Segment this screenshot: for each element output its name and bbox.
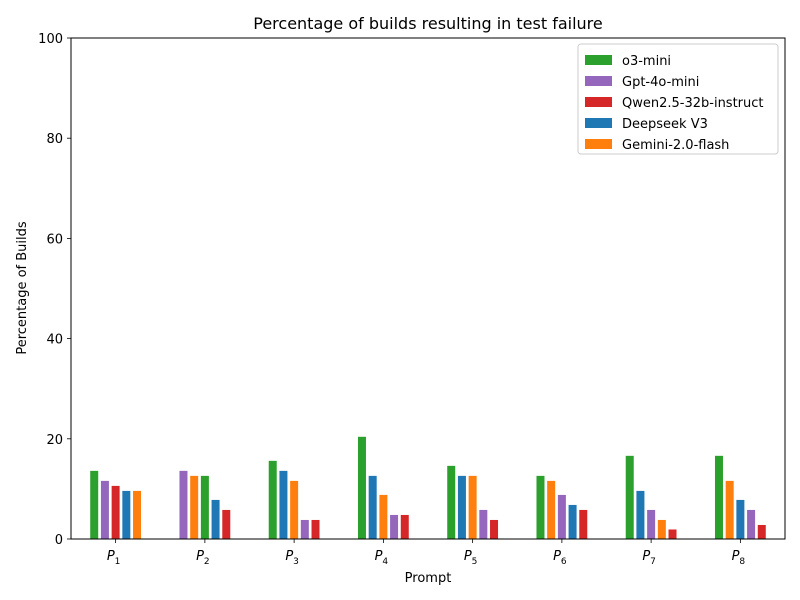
x-tick-label: P6 bbox=[553, 549, 567, 567]
bar bbox=[221, 508, 232, 540]
bar bbox=[735, 498, 746, 540]
bar bbox=[89, 469, 100, 540]
bar bbox=[624, 454, 635, 540]
legend-label: Gemini-2.0-flash bbox=[622, 138, 729, 153]
bar bbox=[267, 459, 278, 540]
bar bbox=[446, 464, 457, 540]
x-tick-label: P2 bbox=[196, 549, 210, 567]
legend-swatch bbox=[585, 55, 612, 65]
legend-label: o3-mini bbox=[622, 54, 671, 69]
legend-box bbox=[577, 43, 779, 155]
bar bbox=[278, 469, 289, 540]
bar bbox=[567, 503, 578, 540]
bar bbox=[546, 479, 557, 540]
x-tick-label: P3 bbox=[285, 549, 299, 567]
y-tick-label: 0 bbox=[55, 533, 63, 548]
bar bbox=[456, 474, 467, 540]
x-tick-label: P8 bbox=[732, 549, 746, 567]
bar bbox=[199, 474, 210, 540]
x-tick-label: P7 bbox=[642, 549, 656, 567]
bar bbox=[189, 474, 200, 540]
axes-layer: P1 P2 P3 P4 P5 P6 P7 P8 0 20 40 60 80 100 bbox=[38, 32, 786, 567]
bar bbox=[178, 469, 189, 540]
bar bbox=[121, 489, 132, 540]
y-tick-label: 80 bbox=[46, 132, 63, 147]
x-axis-label: Prompt bbox=[405, 571, 452, 586]
x-tick-label: P5 bbox=[464, 549, 478, 567]
legend-label: Gpt-4o-mini bbox=[622, 75, 699, 90]
bar bbox=[535, 474, 546, 540]
chart-title: Percentage of builds resulting in test f… bbox=[253, 14, 602, 33]
bar bbox=[635, 489, 646, 540]
bar bbox=[756, 523, 767, 540]
legend: o3-mini Gpt-4o-mini Qwen2.5-32b-instruct De… bbox=[577, 43, 779, 155]
x-tick-label: P1 bbox=[107, 549, 121, 567]
y-axis-label: Percentage of Builds bbox=[15, 221, 30, 355]
legend-label: Qwen2.5-32b-instruct bbox=[622, 96, 764, 111]
legend-swatch bbox=[585, 76, 612, 86]
bar bbox=[132, 489, 143, 540]
bar bbox=[378, 493, 389, 540]
bar bbox=[110, 484, 121, 540]
plot-frame bbox=[70, 37, 786, 540]
bar bbox=[367, 474, 378, 540]
y-tick-label: 40 bbox=[46, 333, 63, 348]
y-tick-label: 20 bbox=[46, 433, 63, 448]
bar bbox=[724, 479, 735, 540]
legend-swatch bbox=[585, 118, 612, 128]
legend-swatch bbox=[585, 139, 612, 149]
bar bbox=[489, 518, 500, 540]
y-tick-label: 60 bbox=[46, 232, 63, 247]
bar bbox=[399, 513, 410, 540]
bar bbox=[310, 518, 321, 540]
bar bbox=[746, 508, 757, 540]
bar bbox=[667, 528, 678, 540]
bar bbox=[578, 508, 589, 540]
x-tick-label: P4 bbox=[375, 549, 389, 567]
bar bbox=[299, 518, 310, 540]
bar bbox=[646, 508, 657, 540]
bar bbox=[713, 454, 724, 540]
bar bbox=[389, 513, 400, 540]
bar bbox=[210, 498, 221, 540]
bar bbox=[656, 518, 667, 540]
bar bbox=[356, 435, 367, 540]
legend-label: Deepseek V3 bbox=[622, 117, 708, 132]
bar bbox=[478, 508, 489, 540]
legend-swatch bbox=[585, 97, 612, 107]
bar bbox=[556, 493, 567, 540]
bar bbox=[99, 479, 110, 540]
y-tick-label: 100 bbox=[38, 32, 63, 47]
bar bbox=[289, 479, 300, 540]
bar bbox=[467, 474, 478, 540]
